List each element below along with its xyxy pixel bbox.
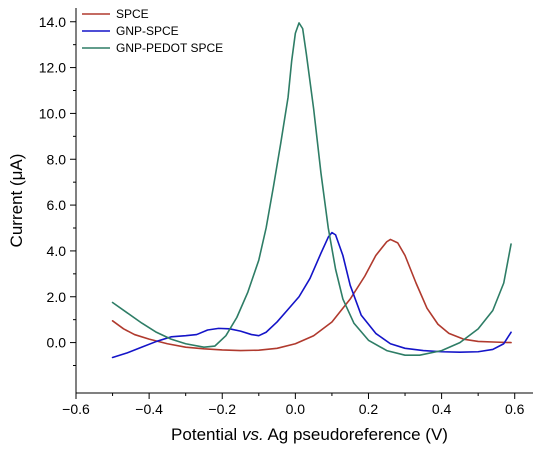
- x-tick-label: −0.6: [62, 401, 90, 417]
- y-tick-label: 12.0: [39, 60, 66, 76]
- series-line-1: [111, 238, 512, 352]
- y-axis: 0.0 2.0 4.0 6.0 8.0 10.0 12.0 14.0: [39, 8, 77, 393]
- series-line-2: [111, 231, 512, 359]
- x-tick-label: −0.4: [135, 401, 163, 417]
- y-tick-label: 10.0: [39, 105, 66, 121]
- y-tick-label: 6.0: [47, 197, 67, 213]
- x-tick-label: 0.4: [432, 401, 452, 417]
- legend-label-1: SPCE: [116, 7, 149, 21]
- y-tick-label: 8.0: [47, 151, 67, 167]
- plot-lines: [111, 22, 512, 359]
- x-axis-title-part: Ag pseudoreference (V): [264, 425, 448, 444]
- x-tick-label: −0.2: [208, 401, 236, 417]
- y-tick-label: 14.0: [39, 14, 66, 30]
- x-axis-title: Potential vs. Ag pseudoreference (V): [171, 425, 448, 444]
- x-tick-label: 0.2: [359, 401, 379, 417]
- y-tick-label: 2.0: [47, 289, 67, 305]
- legend-label-3: GNP-PEDOT SPCE: [116, 41, 223, 55]
- x-axis-title-part: Potential: [171, 425, 242, 444]
- x-axis-title-part: vs.: [242, 425, 264, 444]
- legend: SPCE GNP-SPCE GNP-PEDOT SPCE: [82, 7, 223, 55]
- legend-label-2: GNP-SPCE: [116, 24, 179, 38]
- x-tick-label: 0.0: [286, 401, 306, 417]
- y-tick-label: 0.0: [47, 335, 67, 351]
- series-line-3: [111, 22, 512, 356]
- y-tick-label: 4.0: [47, 243, 67, 259]
- y-axis-title: Current (μA): [7, 154, 26, 248]
- x-tick-label: 0.6: [505, 401, 525, 417]
- x-axis: −0.6 −0.4 −0.2 0.0 0.2 0.4 0.6: [62, 392, 533, 417]
